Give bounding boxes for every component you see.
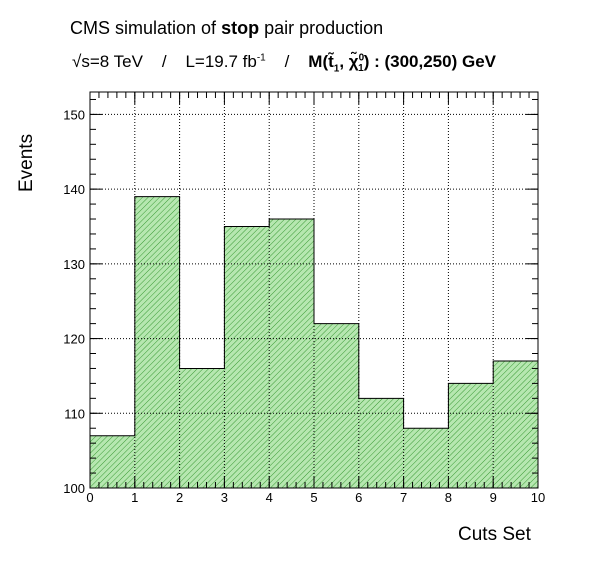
x-tick-label: 6 xyxy=(355,490,362,505)
histogram-bar xyxy=(134,196,180,489)
histogram-bar xyxy=(448,383,494,488)
energy-label: √s=8 TeV xyxy=(72,52,143,71)
chart-title: CMS simulation of stop pair production xyxy=(70,18,384,38)
histogram-bar xyxy=(224,226,270,488)
histogram-bar xyxy=(90,435,135,488)
x-tick-label: 0 xyxy=(86,490,93,505)
histogram-bar xyxy=(269,219,314,489)
histogram-bar xyxy=(314,323,359,488)
x-tick-label: 9 xyxy=(490,490,497,505)
x-tick-label: 4 xyxy=(266,490,273,505)
histogram-bar xyxy=(403,428,449,488)
x-tick-label: 3 xyxy=(221,490,228,505)
y-tick-label: 100 xyxy=(63,481,85,496)
histogram-bar xyxy=(179,368,225,488)
chart-subtitle: √s=8 TeV / L=19.7 fb-1 / M(t̃1, χ̃01) : … xyxy=(72,52,496,75)
x-tick-label: 1 xyxy=(131,490,138,505)
x-tick-label: 5 xyxy=(310,490,317,505)
y-tick-label: 150 xyxy=(63,107,85,122)
y-tick-label: 120 xyxy=(63,332,85,347)
histogram-outline xyxy=(89,196,539,488)
y-tick-label: 140 xyxy=(63,182,85,197)
x-tick-label: 7 xyxy=(400,490,407,505)
x-tick-label: 10 xyxy=(531,490,545,505)
y-tick-label: 110 xyxy=(64,406,85,421)
histogram-bar xyxy=(358,398,404,488)
histogram-bar xyxy=(493,360,538,488)
mass-point-label: M(t̃1, χ̃01) : (300,250) GeV xyxy=(308,52,496,75)
x-tick-label: 2 xyxy=(176,490,183,505)
x-axis-label: Cuts Set xyxy=(458,524,531,545)
x-tick-label: 8 xyxy=(445,490,452,505)
luminosity-label: L=19.7 fb-1 xyxy=(185,52,266,71)
y-tick-label: 130 xyxy=(63,257,85,272)
